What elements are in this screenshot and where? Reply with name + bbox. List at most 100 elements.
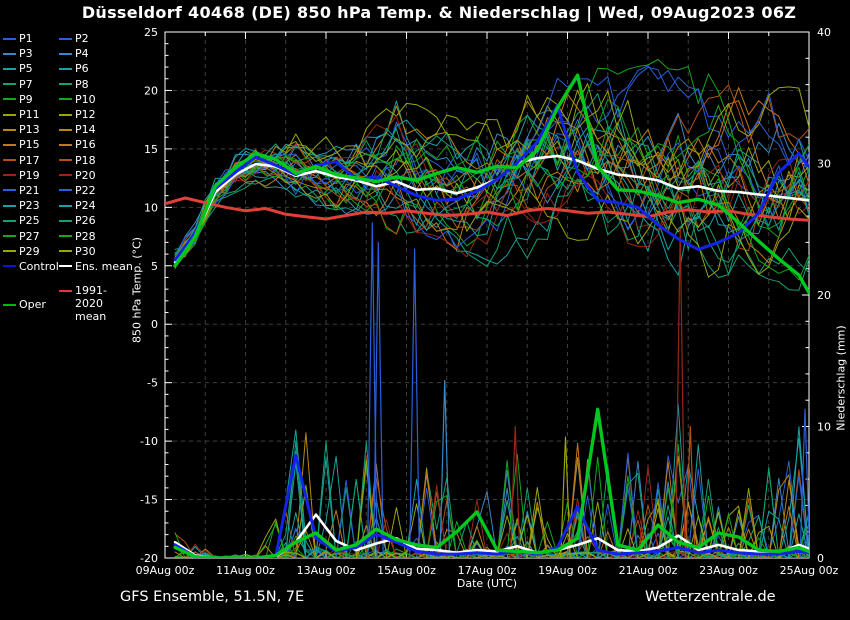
left-axis-label: 850 hPa Temp. (°C)	[130, 237, 144, 343]
legend-item-P28: P28	[59, 230, 96, 243]
legend-row: P25 P26	[3, 213, 133, 228]
x-axis-label: Date (UTC)	[456, 577, 518, 590]
legend-row: P13 P14	[3, 122, 133, 137]
legend-item-P23: P23	[3, 199, 59, 212]
legend-item-ens-mean: Ens. mean	[59, 260, 133, 273]
legend-item-P3: P3	[3, 47, 59, 60]
legend-item-P21: P21	[3, 184, 59, 197]
legend-swatch	[3, 174, 16, 177]
legend-item-P25: P25	[3, 214, 59, 227]
svg-text:0: 0	[151, 318, 158, 331]
legend-swatch	[3, 113, 16, 116]
legend-swatch	[3, 189, 16, 192]
svg-text:-5: -5	[147, 377, 158, 390]
legend-swatch	[3, 265, 16, 268]
svg-text:-20: -20	[140, 552, 158, 565]
legend-row: P3 P4	[3, 46, 133, 61]
svg-text:13Aug 00z: 13Aug 00z	[297, 564, 356, 577]
legend-swatch	[3, 250, 16, 253]
legend-item-P15: P15	[3, 138, 59, 151]
footer-model-info: GFS Ensemble, 51.5N, 7E	[120, 589, 305, 605]
legend-row: P9 P10	[3, 92, 133, 107]
svg-text:40: 40	[817, 26, 831, 39]
svg-text:10: 10	[817, 421, 831, 434]
svg-text:0: 0	[817, 552, 824, 565]
svg-text:15Aug 00z: 15Aug 00z	[377, 564, 436, 577]
svg-text:25: 25	[144, 26, 158, 39]
legend-item-P27: P27	[3, 230, 59, 243]
svg-text:21Aug 00z: 21Aug 00z	[619, 564, 678, 577]
legend-row: P5 P6	[3, 61, 133, 76]
legend-item-P20: P20	[59, 169, 96, 182]
svg-text:5: 5	[151, 260, 158, 273]
legend-swatch	[59, 235, 72, 238]
legend-swatch	[59, 159, 72, 162]
legend-swatch	[3, 303, 16, 306]
legend-item-P7: P7	[3, 78, 59, 91]
legend-swatch	[3, 67, 16, 70]
legend-item-P8: P8	[59, 78, 89, 91]
legend-row: P19 P20	[3, 168, 133, 183]
legend-item-P19: P19	[3, 169, 59, 182]
legend-item-P24: P24	[59, 199, 96, 212]
legend-swatch	[3, 83, 16, 86]
legend-item-P1: P1	[3, 32, 59, 45]
legend-swatch	[3, 219, 16, 222]
legend-row: P1 P2	[3, 31, 133, 46]
legend-swatch	[59, 189, 72, 192]
legend-item-P4: P4	[59, 47, 89, 60]
legend-item-P6: P6	[59, 62, 89, 75]
legend-row: P27 P28	[3, 228, 133, 243]
right-axis-label: Niederschlag (mm)	[834, 325, 848, 431]
legend-item-P16: P16	[59, 138, 96, 151]
legend-swatch	[3, 98, 16, 101]
svg-text:09Aug 00z: 09Aug 00z	[136, 564, 195, 577]
svg-text:15: 15	[144, 143, 158, 156]
legend-swatch	[3, 143, 16, 146]
legend-swatch	[59, 143, 72, 146]
legend-swatch	[59, 128, 72, 131]
svg-text:20: 20	[144, 84, 158, 97]
legend-item-climate-mean: 1991-2020 mean	[59, 284, 133, 323]
legend-row: P17 P18	[3, 153, 133, 168]
chart-title: Düsseldorf 40468 (DE) 850 hPa Temp. & Ni…	[81, 3, 797, 22]
legend-swatch	[3, 204, 16, 207]
legend-item-P12: P12	[59, 108, 96, 121]
legend-row: Control Ens. mean	[3, 259, 133, 274]
legend-swatch	[59, 83, 72, 86]
legend-item-P2: P2	[59, 32, 89, 45]
legend-item-P18: P18	[59, 154, 96, 167]
legend-item-P9: P9	[3, 93, 59, 106]
legend-item-P30: P30	[59, 245, 96, 258]
legend-swatch	[59, 52, 72, 55]
legend-item-P14: P14	[59, 123, 96, 136]
legend-swatch	[59, 113, 72, 116]
legend-swatch	[3, 159, 16, 162]
legend-swatch	[59, 204, 72, 207]
legend-swatch	[59, 67, 72, 70]
legend-item-P26: P26	[59, 214, 96, 227]
svg-text:20: 20	[817, 289, 831, 302]
svg-text:11Aug 00z: 11Aug 00z	[216, 564, 275, 577]
legend-swatch	[59, 98, 72, 101]
legend-item-P13: P13	[3, 123, 59, 136]
legend-row: P21 P22	[3, 183, 133, 198]
legend-row: P7 P8	[3, 77, 133, 92]
legend-swatch	[3, 52, 16, 55]
legend-swatch	[59, 37, 72, 40]
legend-row: P15 P16	[3, 137, 133, 152]
legend-swatch	[3, 37, 16, 40]
legend-row: P11 P12	[3, 107, 133, 122]
svg-text:-15: -15	[140, 494, 158, 507]
legend-item-P5: P5	[3, 62, 59, 75]
legend-swatch	[59, 174, 72, 177]
svg-text:10: 10	[144, 201, 158, 214]
svg-text:19Aug 00z: 19Aug 00z	[538, 564, 597, 577]
legend-item-P29: P29	[3, 245, 59, 258]
legend-item-P17: P17	[3, 154, 59, 167]
legend-item-control: Control	[3, 260, 59, 273]
svg-text:23Aug 00z: 23Aug 00z	[699, 564, 758, 577]
legend-item-P10: P10	[59, 93, 96, 106]
footer-branding: Wetterzentrale.de	[645, 589, 776, 605]
